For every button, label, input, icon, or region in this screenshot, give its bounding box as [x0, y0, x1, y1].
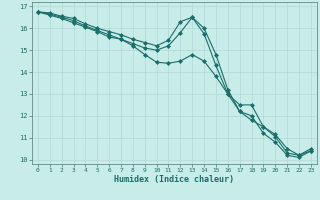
- X-axis label: Humidex (Indice chaleur): Humidex (Indice chaleur): [115, 175, 234, 184]
